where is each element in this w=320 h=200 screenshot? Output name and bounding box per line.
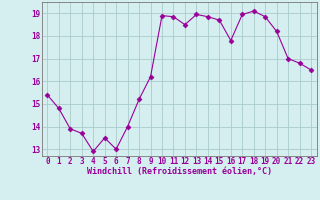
X-axis label: Windchill (Refroidissement éolien,°C): Windchill (Refroidissement éolien,°C) (87, 167, 272, 176)
